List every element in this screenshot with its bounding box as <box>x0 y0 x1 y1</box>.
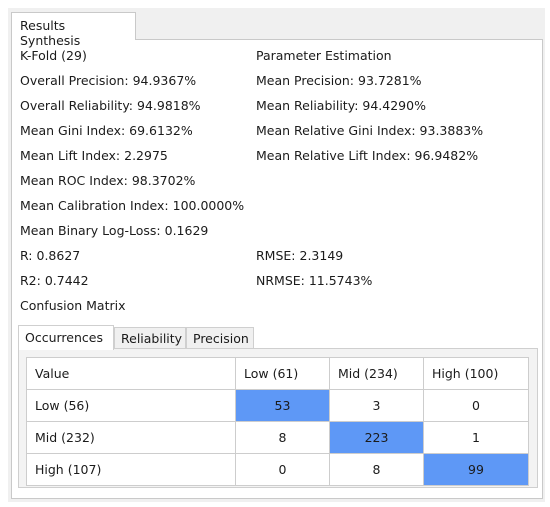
mean-precision: Mean Precision: 93.7281% <box>256 73 422 88</box>
matrix-cell[interactable]: 99 <box>423 453 529 486</box>
table-header-row: Value Low (61) Mid (234) High (100) <box>26 357 529 390</box>
tab-results-synthesis[interactable]: Results Synthesis <box>11 12 136 48</box>
matrix-cell[interactable]: 0 <box>423 389 529 422</box>
mean-relative-gini-index: Mean Relative Gini Index: 93.3883% <box>256 123 484 138</box>
matrix-cell[interactable]: 53 <box>235 389 330 422</box>
kfold-label: K-Fold (29) <box>20 48 87 63</box>
matrix-cell[interactable]: 3 <box>329 389 424 422</box>
mean-reliability: Mean Reliability: 94.4290% <box>256 98 426 113</box>
column-header-value[interactable]: Value <box>26 357 236 390</box>
matrix-cell[interactable]: 8 <box>235 421 330 454</box>
mean-relative-lift-index: Mean Relative Lift Index: 96.9482% <box>256 148 479 163</box>
mean-roc-index: Mean ROC Index: 98.3702% <box>20 173 196 188</box>
matrix-cell[interactable]: 1 <box>423 421 529 454</box>
mean-binary-logloss: Mean Binary Log-Loss: 0.1629 <box>20 223 209 238</box>
mean-gini-index: Mean Gini Index: 69.6132% <box>20 123 193 138</box>
r-value: R: 0.8627 <box>20 248 81 263</box>
table-row: High (107) 0 8 99 <box>26 453 529 486</box>
results-window: Results Synthesis K-Fold (29) Overall Pr… <box>8 8 545 502</box>
column-header-high[interactable]: High (100) <box>423 357 529 390</box>
tab-precision[interactable]: Precision <box>186 327 254 349</box>
matrix-cell[interactable]: 0 <box>235 453 330 486</box>
tab-occurrences[interactable]: Occurrences <box>18 325 114 350</box>
nrmse-value: NRMSE: 11.5743% <box>256 273 373 288</box>
column-header-mid[interactable]: Mid (234) <box>329 357 424 390</box>
r2-value: R2: 0.7442 <box>20 273 89 288</box>
row-label[interactable]: Mid (232) <box>26 421 236 454</box>
matrix-cell[interactable]: 8 <box>329 453 424 486</box>
confusion-matrix-panel: Value Low (61) Mid (234) High (100) Low … <box>18 348 538 488</box>
rmse-value: RMSE: 2.3149 <box>256 248 344 263</box>
row-label[interactable]: Low (56) <box>26 389 236 422</box>
confusion-matrix-label: Confusion Matrix <box>20 298 126 313</box>
tab-reliability[interactable]: Reliability <box>114 327 186 349</box>
overall-reliability: Overall Reliability: 94.9818% <box>20 98 201 113</box>
mean-lift-index: Mean Lift Index: 2.2975 <box>20 148 168 163</box>
parameter-estimation-label: Parameter Estimation <box>256 48 392 63</box>
matrix-cell[interactable]: 223 <box>329 421 424 454</box>
row-label[interactable]: High (107) <box>26 453 236 486</box>
confusion-matrix-table: Value Low (61) Mid (234) High (100) Low … <box>26 357 529 486</box>
table-row: Low (56) 53 3 0 <box>26 389 529 422</box>
table-row: Mid (232) 8 223 1 <box>26 421 529 454</box>
mean-calibration-index: Mean Calibration Index: 100.0000% <box>20 198 245 213</box>
overall-precision: Overall Precision: 94.9367% <box>20 73 197 88</box>
column-header-low[interactable]: Low (61) <box>235 357 330 390</box>
